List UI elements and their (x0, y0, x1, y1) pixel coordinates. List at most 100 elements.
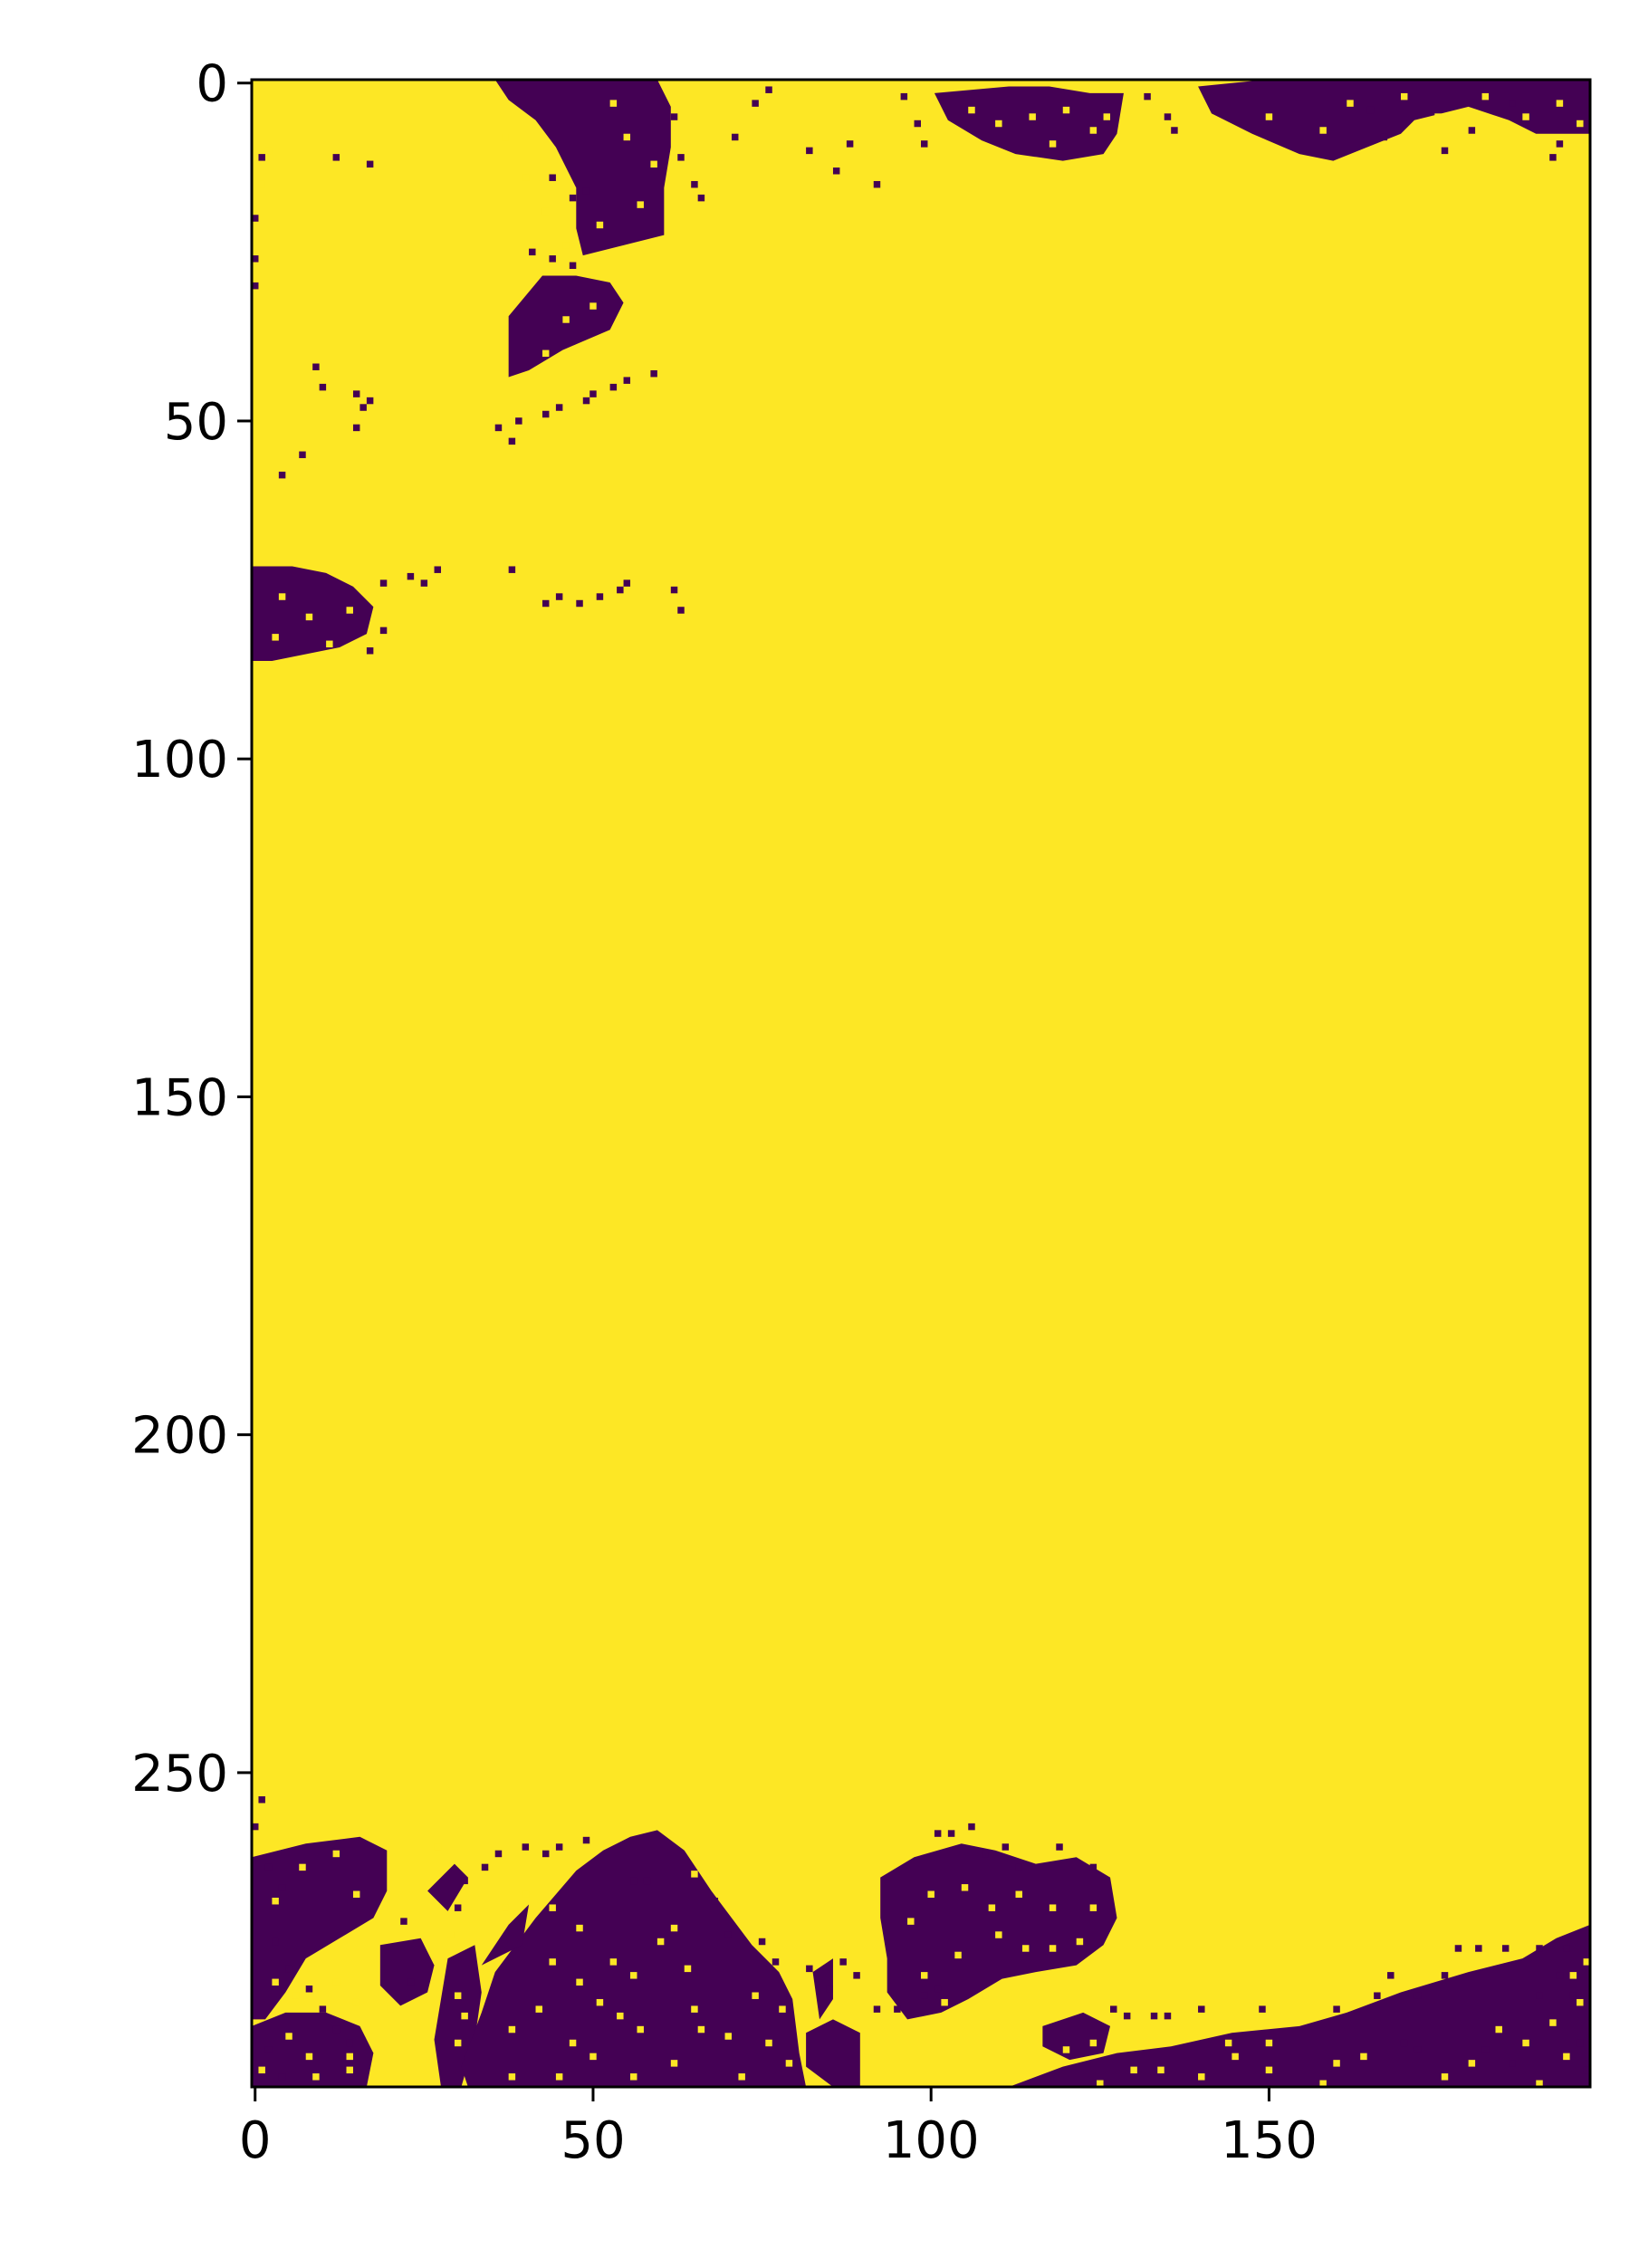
heatmap-pixel-bright-2 (332, 1850, 340, 1858)
heatmap-pixel-dark-94 (724, 1931, 732, 1938)
heatmap-pixel-bright-33 (589, 2053, 597, 2061)
heatmap-pixel-dark-58 (508, 566, 516, 573)
heatmap-pixel-dark-70 (252, 1823, 259, 1831)
heatmap-pixel-bright-65 (1097, 2080, 1104, 2087)
heatmap-pixel-bright-79 (1232, 2053, 1239, 2061)
heatmap-pixel-bright-24 (609, 1958, 618, 1966)
heatmap-pixel-bright-111 (1522, 113, 1529, 120)
heatmap-pixel-bright-83 (1495, 2025, 1502, 2034)
heatmap-pixel-bright-30 (617, 2012, 624, 2020)
heatmap-pixel-dark-43 (508, 437, 516, 445)
heatmap-pixel-dark-93 (711, 1897, 719, 1905)
heatmap-pixel-bright-68 (1265, 2066, 1273, 2074)
heatmap-pixel-bright-29 (596, 1998, 604, 2006)
heatmap-region-6 (252, 2012, 374, 2087)
heatmap-region-5 (252, 1836, 388, 2020)
heatmap-pixel-dark-119 (1333, 2005, 1340, 2013)
heatmap-pixel-dark-15 (697, 194, 705, 202)
heatmap-pixel-bright-15 (387, 2005, 394, 2013)
heatmap-pixel-dark-28 (1171, 127, 1178, 134)
heatmap-pixel-dark-120 (1374, 1992, 1381, 1999)
heatmap-pixel-dark-129 (1536, 1992, 1543, 1999)
heatmap-pixel-dark-75 (305, 1986, 313, 1993)
heatmap-pixel-dark-16 (731, 133, 739, 141)
heatmap-region-15 (1042, 2012, 1111, 2061)
heatmap-pixel-bright-8 (285, 2033, 292, 2040)
heatmap-pixel-bright-123 (711, 1863, 719, 1871)
heatmap-pixel-dark-110 (1015, 1863, 1022, 1871)
heatmap-pixel-bright-124 (434, 1843, 442, 1851)
heatmap-region-11 (427, 1863, 468, 1911)
heatmap-pixel-dark-53 (299, 451, 306, 459)
heatmap-pixel-bright-6 (332, 1978, 340, 1986)
heatmap-pixel-dark-136 (1400, 2039, 1408, 2047)
heatmap-pixel-bright-45 (555, 2073, 563, 2081)
heatmap-pixel-dark-41 (366, 397, 374, 405)
heatmap-pixel-dark-72 (278, 1884, 286, 1891)
heatmap-pixel-bright-25 (630, 1972, 637, 1979)
heatmap-pixel-dark-62 (596, 593, 604, 600)
heatmap-pixel-dark-121 (1387, 1972, 1395, 1979)
heatmap-pixel-bright-89 (502, 133, 509, 141)
heatmap-pixel-bright-37 (697, 2025, 705, 2034)
heatmap-pixel-dark-99 (839, 1958, 847, 1966)
heatmap-pixel-dark-97 (806, 1965, 813, 1973)
heatmap-region-13 (806, 2019, 860, 2087)
heatmap-pixel-bright-62 (1089, 1904, 1097, 1911)
heatmap-region-9 (461, 1830, 807, 2087)
heatmap-pixel-dark-51 (650, 369, 657, 378)
heatmap-pixel-bright-60 (982, 1992, 989, 1999)
axes-frame (250, 78, 1592, 2089)
heatmap-pixel-bright-81 (1224, 2039, 1232, 2047)
heatmap-pixel-bright-39 (752, 1992, 759, 1999)
heatmap-pixel-dark-52 (278, 471, 286, 479)
heatmap-pixel-dark-2 (332, 154, 340, 161)
heatmap-region-12 (812, 1958, 833, 2020)
heatmap-pixel-dark-54 (379, 579, 388, 587)
heatmap-pixel-dark-19 (806, 147, 813, 155)
heatmap-pixel-bright-102 (1089, 127, 1097, 134)
heatmap-pixel-bright-47 (779, 2005, 786, 2013)
heatmap-pixel-dark-20 (832, 167, 840, 175)
heatmap-pixel-dark-55 (407, 572, 415, 580)
heatmap-pixel-dark-67 (366, 647, 374, 655)
heatmap-pixel-dark-40 (352, 424, 360, 432)
heatmap-image (252, 80, 1590, 2087)
heatmap-pixel-bright-51 (988, 1904, 996, 1911)
y-tick-label-150: 150 (131, 1068, 228, 1127)
x-tick-label-50: 50 (561, 2111, 625, 2170)
heatmap-pixel-bright-11 (366, 2033, 374, 2040)
heatmap-pixel-bright-104 (1062, 106, 1070, 114)
heatmap-pixel-bright-84 (1577, 1998, 1584, 2006)
heatmap-pixel-dark-63 (617, 586, 624, 594)
heatmap-pixel-dark-69 (258, 1796, 265, 1804)
heatmap-pixel-dark-79 (332, 2025, 340, 2034)
heatmap-pixel-dark-0 (258, 154, 265, 161)
heatmap-pixel-bright-64 (1062, 2046, 1070, 2053)
heatmap-pixel-dark-88 (542, 1850, 550, 1858)
heatmap-pixel-dark-31 (1441, 147, 1449, 155)
heatmap-pixel-dark-11 (569, 262, 577, 270)
heatmap-region-10 (481, 1904, 530, 1966)
heatmap-pixel-dark-132 (1577, 2039, 1584, 2047)
heatmap-pixel-dark-125 (1475, 1945, 1482, 1952)
x-tick-label-0: 0 (239, 2111, 272, 2170)
heatmap-pixel-bright-52 (1015, 1890, 1022, 1898)
heatmap-pixel-dark-38 (352, 390, 360, 397)
heatmap-pixel-dark-30 (1380, 133, 1388, 141)
heatmap-pixels (252, 86, 1590, 2087)
heatmap-pixel-bright-44 (630, 2073, 637, 2081)
heatmap-pixel-bright-54 (1021, 1945, 1030, 1952)
heatmap-pixel-bright-103 (1103, 113, 1111, 120)
heatmap-pixel-bright-40 (765, 2039, 772, 2047)
heatmap-pixel-bright-121 (272, 634, 279, 641)
heatmap-pixel-dark-106 (947, 1830, 955, 1837)
heatmap-pixel-dark-68 (379, 627, 388, 635)
heatmap-pixel-bright-3 (352, 1890, 360, 1898)
heatmap-pixel-dark-44 (515, 417, 522, 425)
heatmap-pixel-dark-36 (312, 363, 320, 370)
heatmap-pixel-dark-33 (1509, 100, 1516, 107)
heatmap-pixel-dark-101 (873, 2005, 881, 2013)
x-tick-label-100: 100 (883, 2111, 980, 2170)
heatmap-pixel-dark-27 (1164, 113, 1172, 120)
